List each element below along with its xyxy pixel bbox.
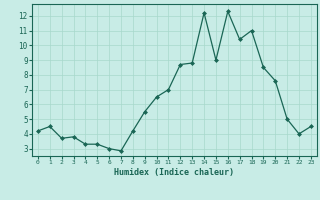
X-axis label: Humidex (Indice chaleur): Humidex (Indice chaleur) [115,168,234,177]
